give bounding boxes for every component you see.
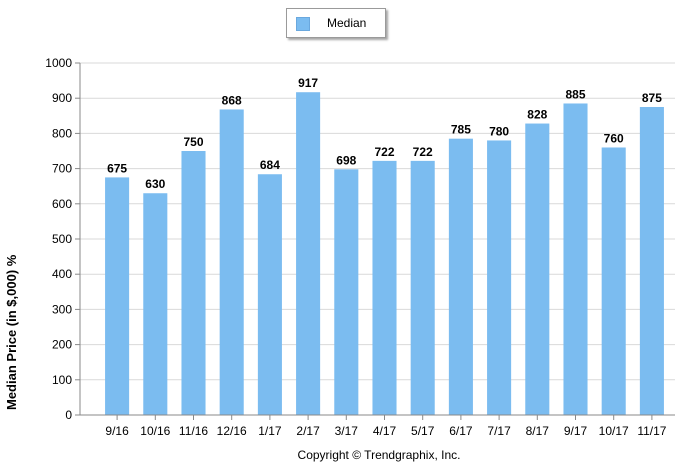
x-tick-label: 6/17 [449, 424, 473, 438]
bar [143, 193, 168, 415]
data-label: 828 [527, 108, 547, 122]
x-axis-ticks: 9/16 10/16 11/16 12/16 1/17 2/17 3/17 4/17 5/17 6… [105, 415, 667, 438]
x-tick-label: 7/17 [487, 424, 511, 438]
x-tick-label: 5/17 [411, 424, 435, 438]
copyright-text: Copyright © Trendgraphix, Inc. [297, 448, 461, 462]
y-tick-label: 600 [52, 197, 72, 211]
x-tick-label: 10/17 [599, 424, 629, 438]
y-tick-label: 700 [52, 162, 72, 176]
bar [296, 92, 321, 415]
bars [105, 92, 664, 416]
y-tick-label: 400 [52, 267, 72, 281]
data-label: 722 [413, 145, 433, 159]
x-tick-label: 10/16 [140, 424, 170, 438]
x-tick-label: 12/16 [217, 424, 247, 438]
bar [257, 174, 282, 415]
bar [219, 109, 244, 416]
x-tick-label: 2/17 [296, 424, 320, 438]
data-label: 675 [107, 161, 127, 175]
x-tick-label: 11/16 [179, 424, 208, 438]
data-label: 780 [489, 124, 509, 138]
bar [525, 123, 550, 415]
data-label: 698 [336, 153, 356, 167]
data-label: 722 [374, 145, 394, 159]
data-label: 875 [642, 91, 662, 105]
y-tick-label: 0 [65, 408, 72, 422]
x-tick-label: 9/17 [564, 424, 588, 438]
data-label: 785 [451, 123, 471, 137]
y-tick-label: 500 [52, 232, 72, 246]
data-label: 750 [183, 135, 203, 149]
x-tick-label: 11/17 [637, 424, 666, 438]
bar [181, 151, 206, 415]
axes [79, 63, 675, 416]
legend: Median [286, 8, 386, 38]
data-label: 868 [222, 93, 242, 107]
y-tick-label: 200 [52, 338, 72, 352]
x-tick-label: 4/17 [373, 424, 397, 438]
data-label: 630 [145, 177, 165, 191]
bar [105, 177, 130, 415]
bar [601, 147, 626, 416]
bar [448, 138, 473, 415]
x-tick-label: 3/17 [335, 424, 359, 438]
x-tick-label: 9/16 [105, 424, 129, 438]
bar [372, 160, 397, 415]
data-label: 917 [298, 76, 318, 90]
data-labels: 675 630 750 868 684 917 698 722 722 785 780 828 885 7… [107, 76, 662, 191]
x-tick-label: 8/17 [526, 424, 550, 438]
x-tick-label: 1/17 [258, 424, 282, 438]
y-tick-label: 300 [52, 302, 72, 316]
bar [410, 160, 435, 415]
bar [334, 169, 359, 415]
bar [639, 107, 664, 415]
legend-swatch-median [296, 17, 310, 31]
y-tick-label: 1000 [45, 56, 72, 70]
y-axis-title: Median Price (in $,000) % [4, 254, 19, 410]
copyright-container: Copyright © Trendgraphix, Inc. [0, 448, 690, 462]
y-axis-ticks: 0 100 200 300 400 500 600 700 800 900 1000 [45, 56, 80, 422]
data-label: 760 [604, 131, 624, 145]
bar [563, 103, 588, 415]
y-tick-label: 800 [52, 126, 72, 140]
data-label: 885 [565, 87, 585, 101]
y-tick-label: 100 [52, 373, 72, 387]
y-tick-label: 900 [52, 91, 72, 105]
data-label: 684 [260, 158, 280, 172]
bar [487, 140, 512, 415]
legend-label-median: Median [327, 16, 367, 30]
